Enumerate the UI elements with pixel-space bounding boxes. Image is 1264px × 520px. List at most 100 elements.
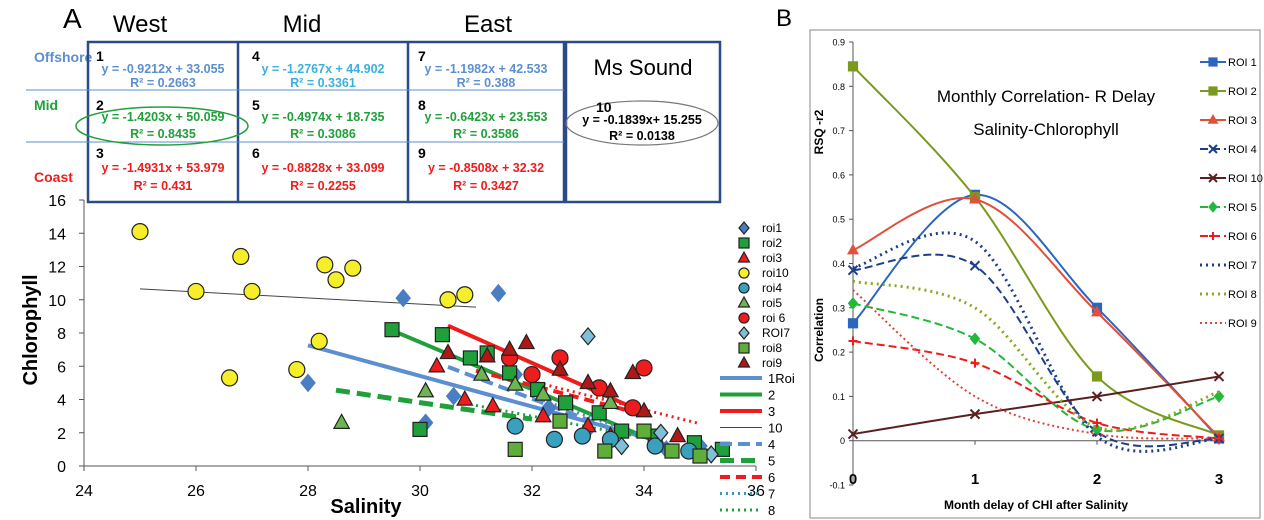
legend-marker	[1208, 86, 1218, 96]
r-squared: R² = 0.388	[457, 76, 516, 90]
regression-equation: y = -0.8508x + 32.32	[428, 161, 544, 175]
legend-label: ROI 3	[1228, 115, 1257, 127]
data-point-roi9	[478, 346, 496, 363]
y-tick-label: 6	[57, 359, 66, 376]
x-tick-label: 2	[1093, 471, 1101, 488]
data-point-roi5	[506, 374, 524, 391]
y-tick-label: -0.1	[829, 481, 845, 491]
legend-line-label: 2	[768, 388, 775, 403]
y-tick-label: 0.8	[832, 82, 845, 92]
data-point-roi1	[490, 283, 507, 303]
data-point-roi10	[310, 332, 328, 350]
data-point-roi4	[545, 430, 564, 448]
legend-marker	[738, 221, 750, 235]
x-tick-label: 34	[635, 483, 653, 500]
data-point-roi7	[653, 423, 669, 443]
x-tick-label: 24	[75, 483, 93, 500]
r-squared: R² = 0.3361	[290, 76, 356, 90]
equation-cell-6: 6 y = -0.8828x + 33.099 R² = 0.2255	[252, 145, 385, 193]
y-tick-label: 4	[57, 393, 66, 410]
y-tick-label: 10	[48, 293, 66, 310]
x-tick-label: 0	[849, 471, 857, 488]
chart-b-title: Monthly Correlation- R Delay	[937, 87, 1156, 106]
legend-label: ROI 5	[1228, 202, 1257, 214]
roi-number: 1	[96, 48, 104, 64]
regression-equation: y = -0.8828x + 33.099	[261, 161, 384, 175]
roi-number: 6	[252, 145, 260, 161]
equation-cell-ms-sound: Ms Sound 10 y = -0.1839x+ 15.255 R² = 0.…	[565, 55, 719, 146]
trendline-7	[531, 394, 673, 448]
trendline-5	[335, 387, 533, 422]
series-point-roi-10	[969, 408, 981, 420]
x-tick-label: 28	[299, 483, 317, 500]
legend-marker	[1208, 201, 1218, 213]
series-point-roi-3	[969, 192, 981, 204]
legend-marker	[738, 237, 750, 249]
column-header-mid: Mid	[283, 11, 322, 38]
data-point-roi5	[601, 393, 620, 410]
legend-label: roi8	[762, 341, 782, 355]
line-chart-legend: ROI 1 ROI 2 ROI 3 ROI 4 ROI 10 ROI 5 ROI 6 ROI …	[1200, 57, 1263, 330]
y-tick-label: 8	[57, 326, 66, 343]
legend-line-label: 7	[768, 487, 775, 502]
r-squared: R² = 0.431	[134, 179, 193, 193]
r-squared: R² = 0.3086	[290, 127, 356, 141]
data-point-roi10	[439, 291, 457, 309]
y-axis-label: Chlorophyll	[20, 274, 42, 385]
data-point-roi7	[580, 326, 596, 346]
data-point-roi5	[534, 384, 552, 401]
r-squared: R² = 0.2255	[290, 179, 356, 193]
series-point-roi-2	[847, 61, 859, 72]
legend-marker	[1209, 232, 1217, 240]
r-squared: R² = 0.3427	[453, 179, 519, 193]
equation-cell-2: 2 y = -1.4203x + 50.059 R² = 0.8435	[75, 97, 249, 146]
roi-number: 3	[96, 145, 104, 161]
y-tick-label: 0	[840, 436, 845, 446]
legend-marker	[1208, 173, 1218, 183]
legend-label: ROI 1	[1228, 57, 1257, 69]
y-tick-label: 12	[48, 260, 66, 277]
legend-marker	[738, 342, 750, 354]
legend-marker	[738, 326, 750, 340]
series-point-roi-1	[847, 318, 859, 329]
data-point-roi2	[384, 322, 400, 338]
data-point-roi9	[500, 339, 519, 356]
legend-marker	[738, 282, 750, 294]
legend-line-label: 3	[768, 404, 775, 419]
legend-line-label: 5	[768, 454, 775, 469]
data-point-roi5	[472, 364, 491, 381]
legend-marker	[737, 295, 751, 308]
series-point-roi-5	[969, 332, 981, 346]
legend-label: ROI 8	[1228, 289, 1257, 301]
highlight-ellipse	[565, 100, 719, 146]
series-point-roi-6	[1092, 418, 1102, 428]
data-point-roi9	[601, 381, 620, 398]
data-point-roi8	[636, 423, 652, 439]
roi-number: 2	[96, 97, 104, 113]
regression-equation: y = -1.2767x + 44.902	[261, 62, 384, 76]
legend-line-label: 1Roi	[768, 371, 795, 386]
series-point-roi-10	[847, 428, 859, 440]
row-label-mid: Mid	[34, 97, 58, 113]
data-point-roi4	[646, 437, 664, 455]
legend-marker	[1208, 57, 1218, 67]
data-point-roi3	[428, 356, 446, 373]
data-point-roi9	[517, 333, 536, 350]
scatter-points	[131, 222, 731, 464]
row-label-coast: Coast	[34, 169, 73, 185]
regression-equation: y = -0.9212x + 33.055	[101, 62, 224, 76]
legend-line-label: 8	[768, 503, 775, 518]
x-tick-label: 3	[1215, 471, 1223, 488]
data-point-roi9	[624, 363, 642, 380]
data-point-roi9	[668, 426, 687, 443]
equation-cell-3: 3 y = -1.4931x + 53.979 R² = 0.431	[96, 145, 225, 193]
equation-cell-9: 9 y = -0.8508x + 32.32 R² = 0.3427	[418, 145, 544, 193]
series-point-roi-6	[1214, 433, 1224, 443]
x-tick-label: 30	[411, 483, 429, 500]
legend-label: ROI 9	[1228, 318, 1257, 330]
series-point-roi-10	[1213, 371, 1225, 382]
data-point-roi2	[557, 395, 574, 411]
data-point-roi9	[635, 401, 653, 418]
